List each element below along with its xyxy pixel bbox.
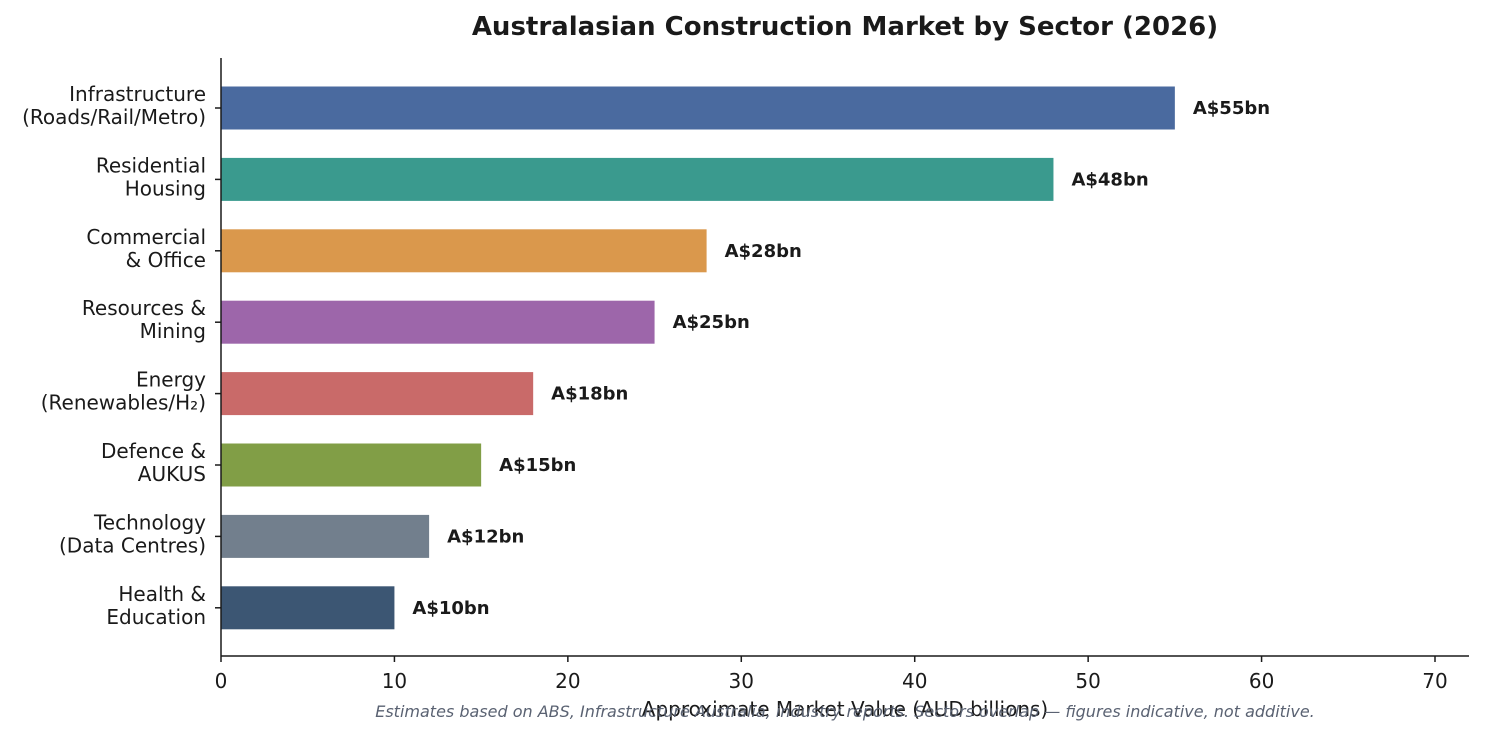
category-label-5: Defence & AUKUS — [101, 439, 206, 486]
x-tick-label-2: 20 — [555, 669, 580, 693]
value-label-5: A$15bn — [499, 455, 576, 476]
category-label-4: Energy (Renewables/H₂) — [41, 368, 206, 415]
bars-group: A$55bn A$48bn A$28bn A$25bn A$18bn A$15bn A$12… — [221, 86, 1270, 630]
bar-3 — [221, 300, 655, 344]
bar-0 — [221, 86, 1175, 130]
bar-1 — [221, 157, 1054, 201]
value-label-3: A$25bn — [673, 312, 750, 333]
x-axis-label: Approximate Market Value (AUD billions) — [642, 697, 1048, 721]
x-tick-label-6: 60 — [1249, 669, 1274, 693]
category-label-3: Resources & Mining — [82, 296, 206, 343]
x-tick-label-4: 40 — [902, 669, 927, 693]
x-tick-label-1: 10 — [382, 669, 407, 693]
x-tick-label-0: 0 — [215, 669, 228, 693]
bar-2 — [221, 229, 707, 273]
category-label-1: Residential Housing — [96, 153, 206, 200]
x-tick-label-7: 70 — [1422, 669, 1447, 693]
category-label-2: Commercial & Office — [86, 225, 206, 272]
value-label-0: A$55bn — [1193, 98, 1270, 119]
bar-7 — [221, 586, 395, 630]
value-label-6: A$12bn — [447, 526, 524, 547]
x-tick-label-3: 30 — [729, 669, 754, 693]
category-label-0: Infrastructure (Roads/Rail/Metro) — [22, 82, 206, 129]
bar-6 — [221, 514, 430, 558]
footnote: Estimates based on ABS, Infrastructure A… — [375, 702, 1315, 721]
bar-5 — [221, 443, 482, 487]
value-label-2: A$28bn — [725, 241, 802, 262]
chart-title: Australasian Construction Market by Sect… — [472, 12, 1218, 42]
category-label-7: Health & Education — [106, 582, 206, 629]
x-axis-ticks: 0 10 20 30 40 50 60 70 — [215, 656, 1448, 693]
x-tick-label-5: 50 — [1075, 669, 1100, 693]
category-label-6: Technology (Data Centres) — [59, 510, 206, 557]
bar-4 — [221, 372, 534, 416]
value-label-7: A$10bn — [412, 598, 489, 619]
category-labels: Infrastructure (Roads/Rail/Metro) Resident… — [22, 82, 221, 629]
value-label-1: A$48bn — [1071, 169, 1148, 190]
value-label-4: A$18bn — [551, 384, 628, 405]
